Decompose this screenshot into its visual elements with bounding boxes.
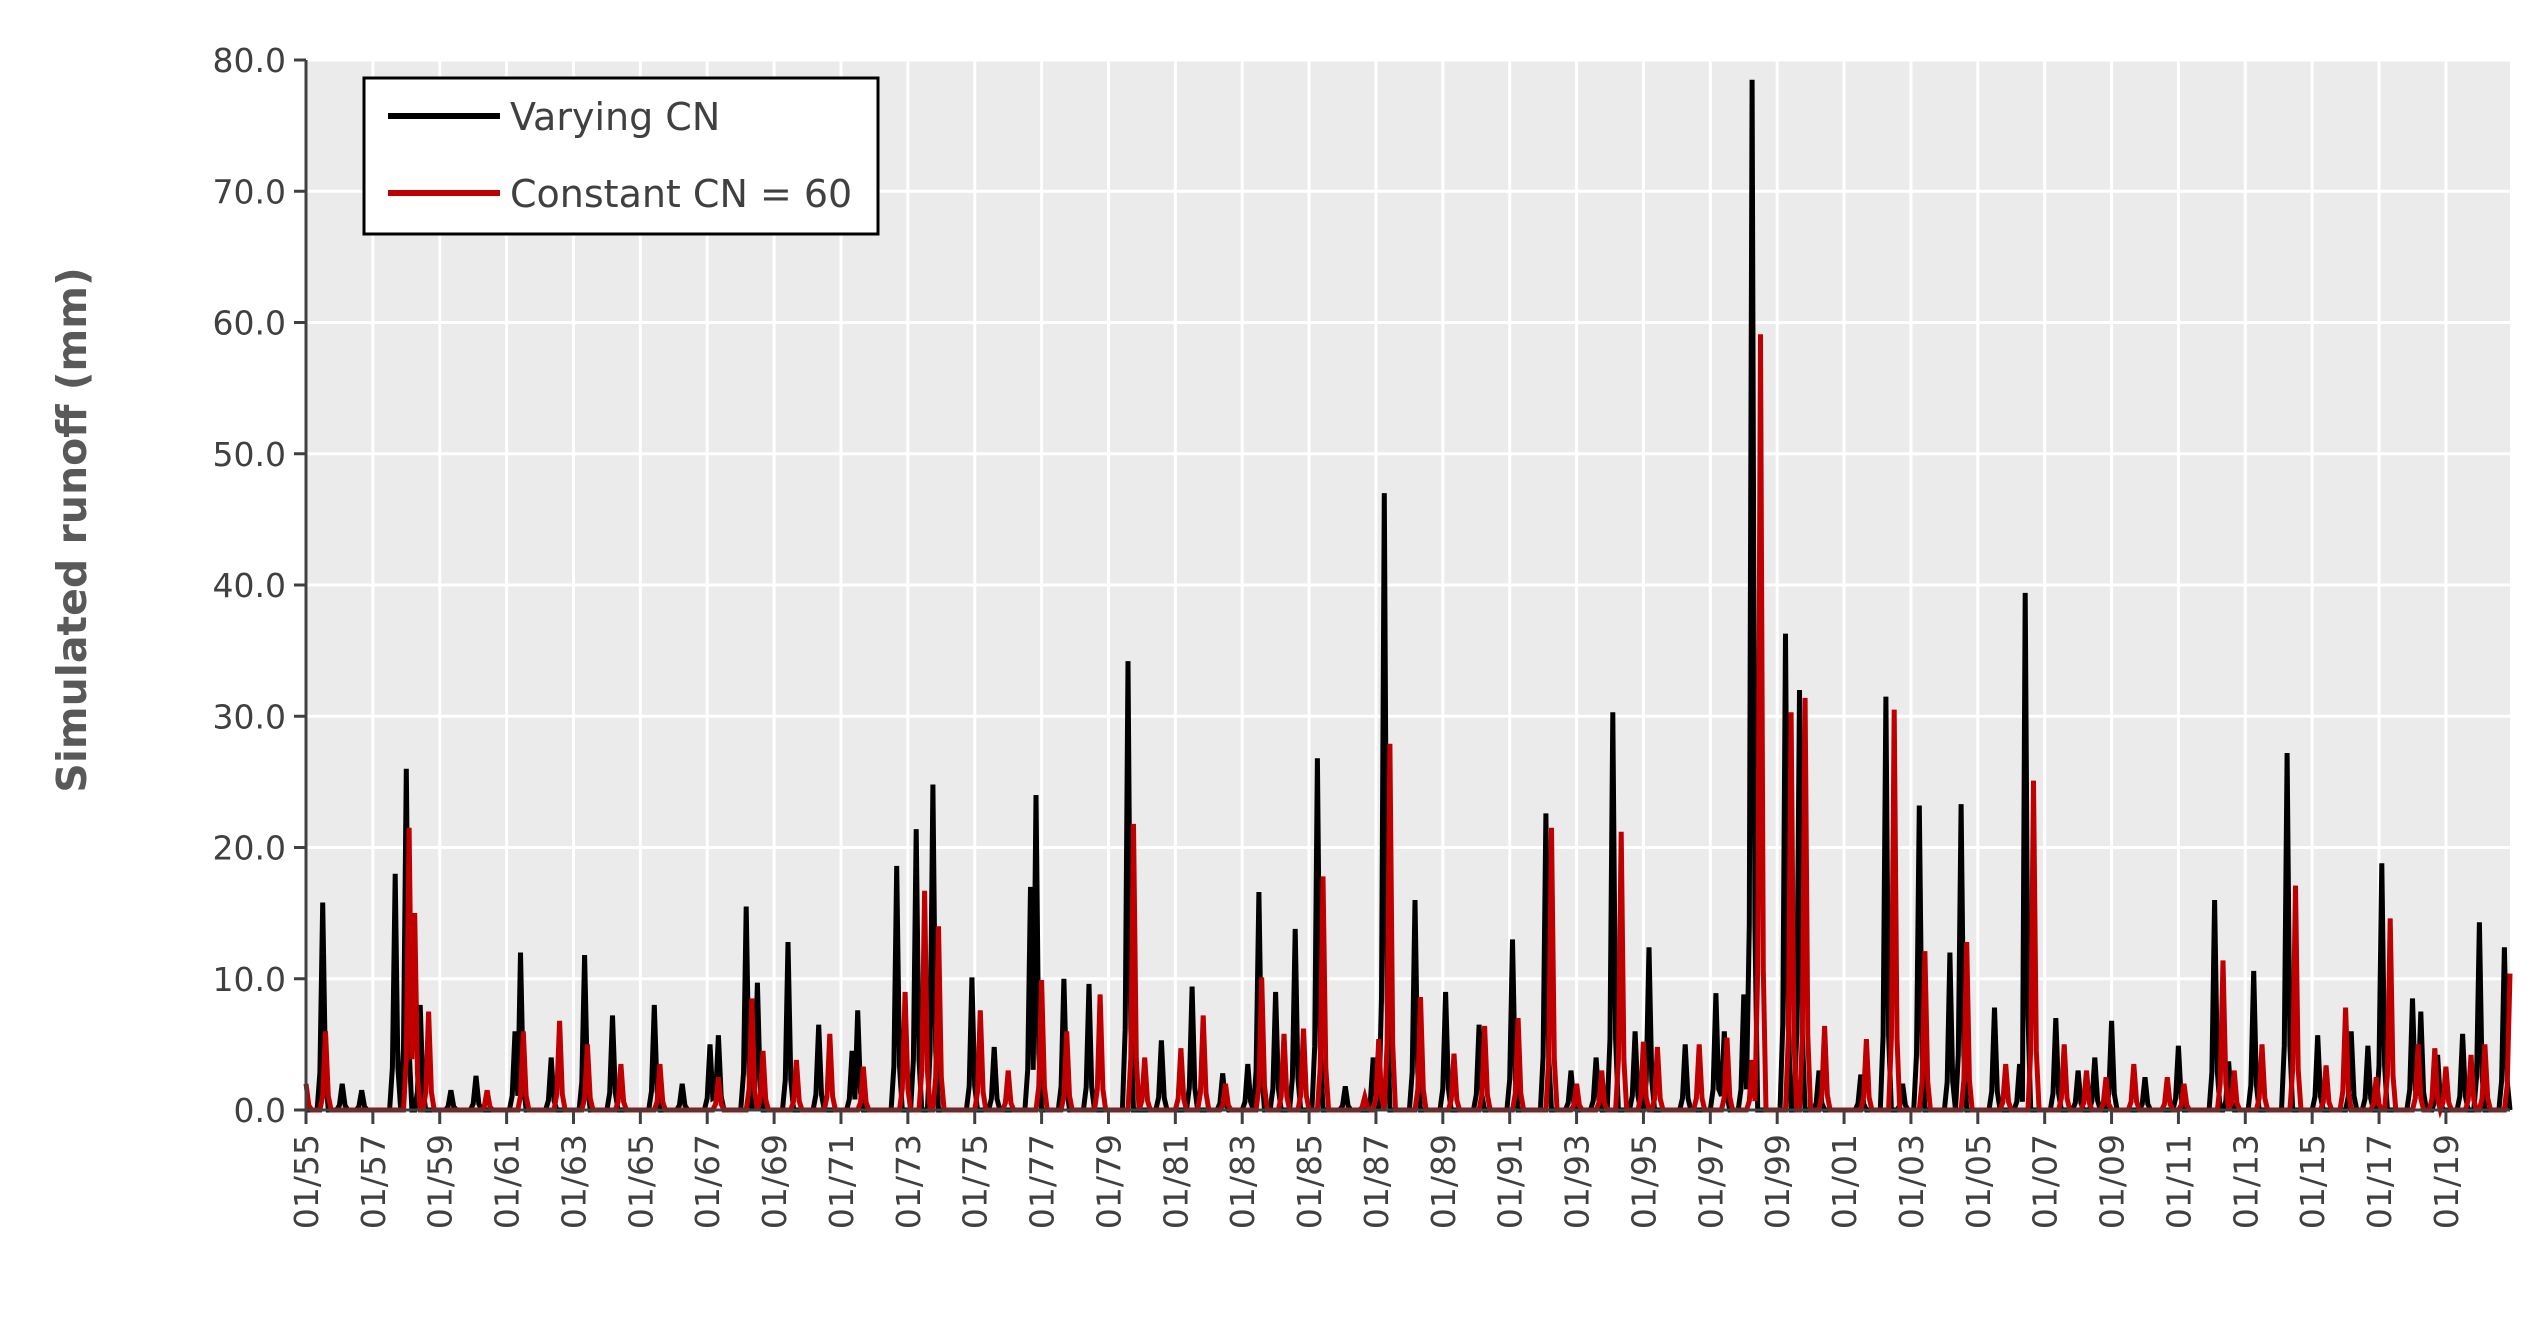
x-tick-label: 01/93 [1558,1134,1597,1229]
x-tick-label: 01/73 [889,1134,928,1229]
x-tick-label: 01/11 [2159,1134,2198,1229]
x-tick-label: 01/97 [1691,1134,1730,1229]
y-tick-label: 40.0 [213,566,286,605]
x-tick-label: 01/83 [1223,1134,1262,1229]
x-tick-label: 01/17 [2360,1134,2399,1229]
y-tick-label: 10.0 [213,960,286,999]
x-tick-label: 01/95 [1624,1134,1663,1229]
x-tick-label: 01/85 [1290,1134,1329,1229]
x-tick-label: 01/69 [755,1134,794,1229]
x-tick-label: 01/15 [2293,1134,2332,1229]
x-tick-label: 01/07 [2026,1134,2065,1229]
y-tick-label: 60.0 [213,304,286,343]
x-tick-label: 01/67 [688,1134,727,1229]
x-tick-label: 01/75 [956,1134,995,1229]
x-tick-label: 01/77 [1023,1134,1062,1229]
x-tick-label: 01/71 [822,1134,861,1229]
y-tick-label: 70.0 [213,172,286,211]
legend: Varying CN Constant CN = 60 [362,76,880,236]
y-tick-label: 50.0 [213,435,286,474]
y-axis-title: Simulated runoff (mm) [48,267,96,792]
legend-label-constant-cn: Constant CN = 60 [510,172,852,216]
y-tick-label: 0.0 [234,1091,286,1130]
legend-label-varying-cn: Varying CN [510,95,720,139]
x-tick-label: 01/55 [287,1134,326,1229]
x-tick-label: 01/79 [1089,1134,1128,1229]
x-tick-label: 01/57 [354,1134,393,1229]
y-tick-labels: 0.0 10.0 20.0 30.0 40.0 50.0 60.0 70.0 80.0 [213,41,306,1130]
x-tick-label: 01/63 [554,1134,593,1229]
x-tick-label: 01/65 [621,1134,660,1229]
x-tick-label: 01/09 [2093,1134,2132,1229]
x-tick-label: 01/87 [1357,1134,1396,1229]
legend-box [362,76,880,236]
x-tick-label: 01/19 [2427,1134,2466,1229]
x-tick-label: 01/91 [1491,1134,1530,1229]
x-tick-label: 01/89 [1424,1134,1463,1229]
x-tick-labels: 01/55 01/57 01/59 01/61 01/63 01/65 01/67 01/69… [287,1110,2466,1229]
x-tick-label: 01/99 [1758,1134,1797,1229]
x-tick-label: 01/03 [1892,1134,1931,1229]
y-tick-label: 80.0 [213,41,286,80]
x-tick-label: 01/61 [488,1134,527,1229]
y-tick-label: 20.0 [213,829,286,868]
x-tick-label: 01/59 [421,1134,460,1229]
x-tick-label: 01/05 [1959,1134,1998,1229]
x-tick-label: 01/01 [1825,1134,1864,1229]
x-tick-label: 01/81 [1156,1134,1195,1229]
x-tick-label: 01/13 [2226,1134,2265,1229]
y-tick-label: 30.0 [213,697,286,736]
